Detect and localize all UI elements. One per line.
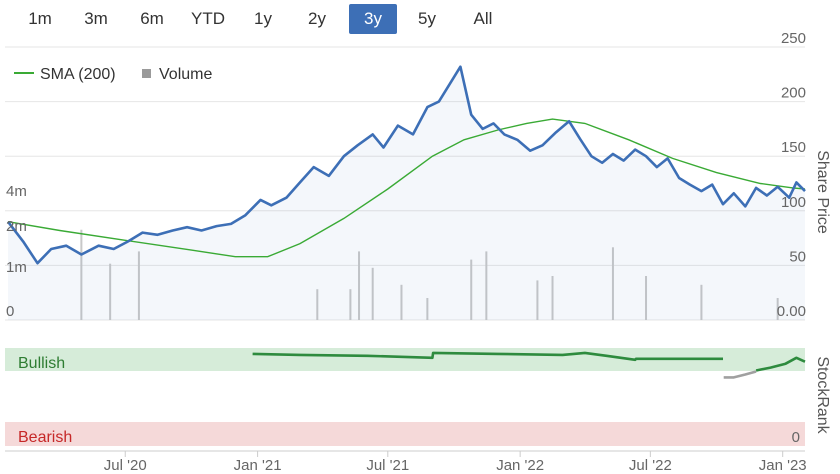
stockrank-line-recovery [755, 356, 806, 372]
volume-bar [645, 276, 648, 320]
x-tick-label: Jan '22 [496, 457, 544, 474]
range-button-1m[interactable]: 1m [28, 9, 52, 28]
volume-bar [137, 251, 140, 320]
volume-bar [349, 289, 352, 320]
volume-bar [400, 284, 403, 320]
price-line [6, 65, 806, 265]
volume-axis-ticks: 4m 2m 1m 0 [6, 183, 27, 320]
volume-bar [611, 247, 614, 320]
legend-volume-marker [142, 69, 151, 78]
legend-sma-label: SMA (200) [40, 66, 116, 83]
legend: SMA (200) Volume [14, 66, 212, 83]
range-button-5y[interactable]: 5y [418, 9, 436, 28]
price-tick-label: 250 [781, 30, 806, 47]
range-selector: 1m 3m 6m YTD 1y 2y 3y 5y All [0, 0, 520, 40]
volume-bar [358, 251, 361, 320]
range-button-2y[interactable]: 2y [308, 9, 326, 28]
stockrank-line [252, 351, 723, 362]
bullish-label: Bullish [18, 355, 65, 372]
legend-volume-label: Volume [159, 66, 212, 83]
bearish-band [5, 422, 805, 446]
price-tick-label: 0.00 [777, 303, 806, 320]
x-tick-label: Jul '20 [104, 457, 147, 474]
range-button-1y[interactable]: 1y [254, 9, 272, 28]
x-tick-label: Jan '23 [759, 457, 807, 474]
price-tick-label: 100 [781, 194, 806, 211]
share-price-axis-title: Share Price [814, 150, 831, 234]
x-axis: Jul '20 Jan '21 Jul '21 Jan '22 Jul '22 Jan '… [5, 450, 807, 474]
range-button-6m[interactable]: 6m [140, 9, 164, 28]
volume-bar [80, 229, 83, 320]
volume-bar [426, 298, 429, 320]
stockrank-axis-title: StockRank [814, 356, 831, 434]
volume-bar [316, 289, 319, 320]
stockrank-axis-tick: 0 [792, 429, 800, 446]
volume-tick-label: 1m [6, 259, 27, 276]
volume-bar [109, 263, 112, 320]
price-axis-ticks: 250 200 150 100 50 0.00 [777, 30, 806, 320]
stockrank-line-low [723, 370, 757, 379]
volume-bar [776, 298, 779, 320]
range-button-3y[interactable]: 3y [349, 4, 397, 34]
volume-tick-label: 2m [6, 218, 27, 235]
bearish-label: Bearish [18, 429, 72, 446]
volume-bar [536, 280, 539, 320]
volume-bars [80, 229, 779, 320]
volume-bar [485, 251, 488, 320]
x-tick-label: Jul '22 [629, 457, 672, 474]
volume-bar [470, 259, 473, 320]
volume-bar [551, 276, 554, 320]
bullish-band [5, 348, 805, 371]
volume-bar [700, 284, 703, 320]
range-button-ytd[interactable]: YTD [191, 9, 225, 28]
x-tick-label: Jan '21 [234, 457, 282, 474]
x-tick-label: Jul '21 [366, 457, 409, 474]
price-area [8, 66, 805, 320]
price-tick-label: 150 [781, 139, 806, 156]
stockrank-lines [252, 351, 806, 379]
price-tick-label: 50 [789, 248, 806, 265]
range-button-3m[interactable]: 3m [84, 9, 108, 28]
price-tick-label: 200 [781, 85, 806, 102]
volume-bar [371, 267, 374, 320]
volume-tick-label: 4m [6, 183, 27, 200]
sma-line [7, 118, 806, 258]
range-button-all[interactable]: All [473, 9, 493, 28]
volume-tick-label: 0 [6, 303, 14, 320]
